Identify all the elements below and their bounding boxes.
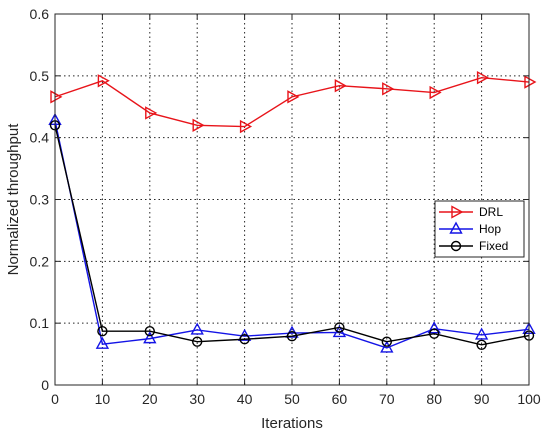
data-point: [97, 326, 108, 337]
legend-label: Hop: [479, 222, 501, 236]
x-tick-label: 80: [426, 391, 442, 407]
data-point: [380, 340, 394, 353]
data-point: [239, 119, 253, 134]
legend-marker: [449, 221, 463, 234]
y-tick-label: 0.5: [30, 68, 50, 84]
x-tick-label: 10: [95, 391, 111, 407]
data-point: [476, 339, 487, 351]
data-point: [381, 336, 392, 347]
x-tick-label: 60: [332, 391, 348, 407]
x-tick-label: 100: [517, 391, 541, 407]
y-tick-label: 0.3: [30, 192, 50, 208]
y-tick-label: 0.1: [30, 315, 50, 331]
data-point: [476, 71, 490, 85]
data-point: [192, 118, 205, 132]
x-tick-label: 70: [379, 391, 395, 407]
data-point: [524, 75, 537, 89]
series-line: [54, 76, 530, 128]
x-tick-label: 30: [189, 391, 205, 407]
series-drl: [50, 71, 537, 134]
data-point: [474, 327, 489, 340]
series-line: [54, 120, 530, 349]
x-tick-label: 40: [237, 391, 253, 407]
legend-box: [434, 200, 525, 258]
data-point: [144, 326, 156, 337]
x-axis-title: Iterations: [261, 415, 323, 432]
legend-label: Fixed: [479, 239, 508, 253]
data-point: [334, 79, 347, 93]
data-point: [429, 328, 440, 339]
y-tick-label: 0: [41, 377, 49, 393]
data-point: [145, 106, 158, 120]
legend-marker: [451, 205, 464, 219]
legend: DRL Hop Fixed: [434, 200, 525, 258]
legend-label: DRL: [479, 205, 503, 219]
data-point: [239, 334, 250, 345]
y-tick-label: 0.2: [30, 253, 50, 269]
data-point: [97, 74, 110, 88]
axes: 0 10 20 30 40 50 60 70 80 90 100 0 0.1 0.2 0.3 0.4 0.5 0.…: [30, 6, 541, 407]
x-tick-label: 0: [51, 391, 59, 407]
data-point: [287, 90, 300, 104]
series-line: [54, 125, 530, 346]
x-tick-label: 50: [284, 391, 300, 407]
data-point: [427, 321, 441, 334]
data-point: [429, 85, 442, 100]
data-point: [50, 90, 63, 104]
data-point: [143, 331, 157, 344]
data-point: [334, 322, 345, 333]
grid-lines: [55, 14, 529, 385]
legend-marker: [450, 240, 462, 252]
data-point: [382, 82, 395, 96]
data-point: [191, 336, 203, 347]
y-tick-label: 0.4: [30, 130, 50, 146]
x-tick-label: 90: [474, 391, 490, 407]
legend-item-drl: DRL: [439, 205, 503, 219]
legend-item-fixed: Fixed: [439, 239, 508, 253]
data-point: [190, 322, 204, 335]
data-point: [95, 336, 110, 349]
data-point: [286, 330, 298, 342]
legend-item-hop: Hop: [439, 221, 501, 236]
y-axis-title: Normalized throughput: [5, 123, 22, 276]
series-group: [48, 71, 537, 353]
x-tick-label: 20: [142, 391, 158, 407]
y-tick-label: 0.6: [30, 6, 50, 22]
